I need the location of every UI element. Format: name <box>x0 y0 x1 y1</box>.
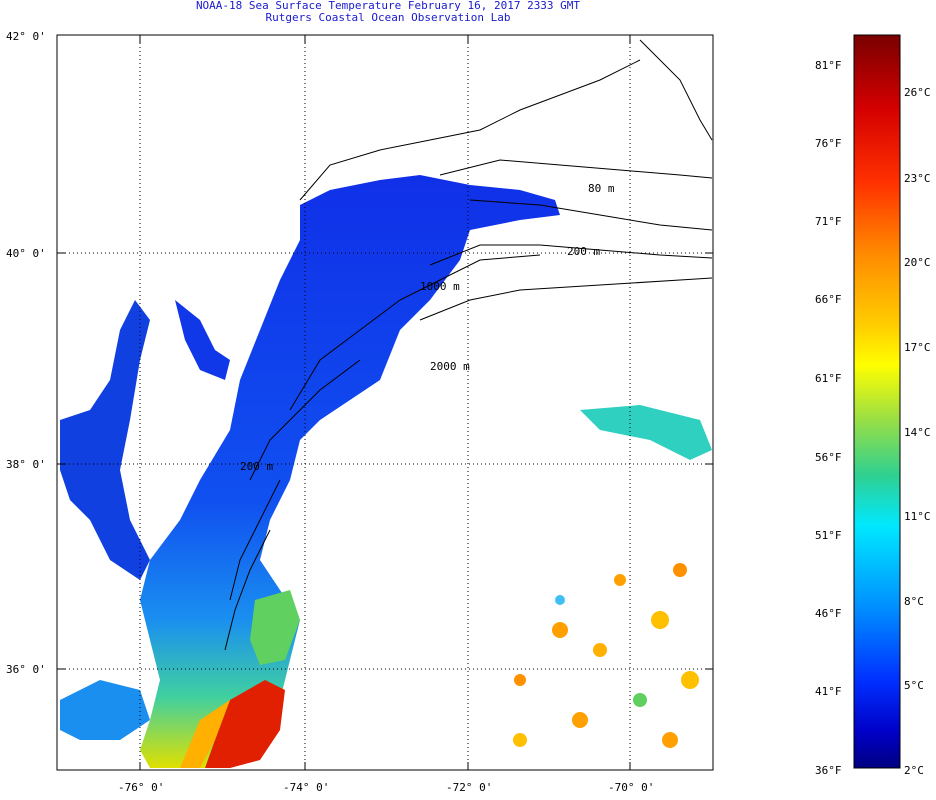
contour-label: 200 m <box>240 460 273 473</box>
c-label: 14°C <box>904 426 931 439</box>
lon-label: -74° 0' <box>283 781 329 794</box>
f-label: 71°F <box>815 215 842 228</box>
f-label: 66°F <box>815 293 842 306</box>
lon-label: -76° 0' <box>118 781 164 794</box>
map-title: NOAA-18 Sea Surface Temperature February… <box>195 0 581 12</box>
f-label: 51°F <box>815 529 842 542</box>
lat-label: 36° 0' <box>6 663 46 676</box>
latitude-labels: 42° 0' 40° 0' 38° 0' 36° 0' <box>6 30 46 676</box>
colorbar-c-labels: 26°C 23°C 20°C 17°C 14°C 11°C 8°C 5°C 2°… <box>904 86 931 777</box>
f-label: 46°F <box>815 607 842 620</box>
map-subtitle: Rutgers Coastal Ocean Observation Lab <box>265 11 511 24</box>
colorbar <box>853 34 901 769</box>
f-label: 81°F <box>815 59 842 72</box>
f-label: 61°F <box>815 372 842 385</box>
contour-label: 200 m <box>567 245 600 258</box>
contour-label: 2000 m <box>430 360 470 373</box>
colorbar-f-labels: 81°F 76°F 71°F 66°F 61°F 56°F 51°F 46°F … <box>815 59 842 777</box>
c-label: 5°C <box>904 679 924 692</box>
f-label: 76°F <box>815 137 842 150</box>
longitude-labels: -76° 0' -74° 0' -72° 0' -70° 0' <box>118 781 654 794</box>
lat-label: 40° 0' <box>6 247 46 260</box>
f-label: 41°F <box>815 685 842 698</box>
c-label: 2°C <box>904 764 924 777</box>
contour-labels: 80 m 200 m 1000 m 2000 m 200 m <box>240 182 615 473</box>
axis-ticks <box>57 35 713 770</box>
lon-label: -70° 0' <box>608 781 654 794</box>
contour-label: 80 m <box>588 182 615 195</box>
f-label: 36°F <box>815 764 842 777</box>
graticule <box>57 35 713 770</box>
lat-label: 38° 0' <box>6 458 46 471</box>
bathymetry-contours <box>224 39 713 651</box>
c-label: 26°C <box>904 86 931 99</box>
c-label: 8°C <box>904 595 924 608</box>
contour-label: 1000 m <box>420 280 460 293</box>
f-label: 56°F <box>815 451 842 464</box>
c-label: 11°C <box>904 510 931 523</box>
lat-label: 42° 0' <box>6 30 46 43</box>
c-label: 23°C <box>904 172 931 185</box>
lon-label: -72° 0' <box>446 781 492 794</box>
c-label: 17°C <box>904 341 931 354</box>
c-label: 20°C <box>904 256 931 269</box>
sst-swath <box>60 175 712 768</box>
